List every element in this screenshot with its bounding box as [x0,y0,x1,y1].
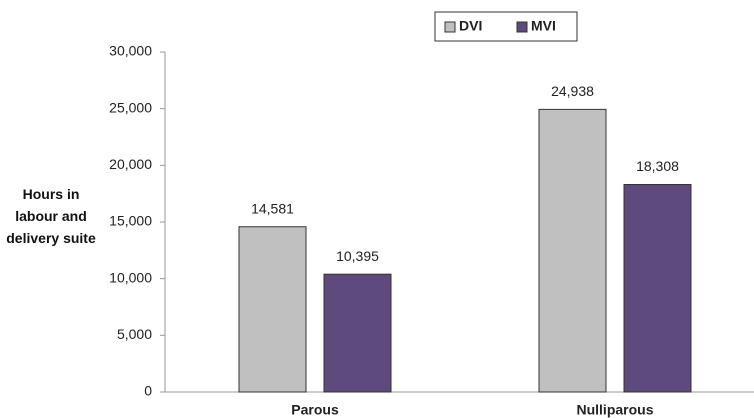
bar [538,108,607,393]
x-tick-label: Parous [291,402,339,418]
y-axis-title: Hours in labour and delivery suite [6,186,96,246]
value-label: 14,581 [251,200,294,216]
y-tick-label: 10,000 [109,269,152,285]
value-label: 10,395 [336,248,379,264]
y-tick-label: 30,000 [109,43,152,59]
legend-swatch [444,21,456,33]
bar [323,273,392,393]
legend-box [434,11,578,42]
legend-swatch [516,21,528,33]
value-label: 18,308 [636,158,679,174]
y-tick-label: 5,000 [117,326,152,342]
value-label: 24,938 [551,83,594,99]
legend-label: DVI [459,18,482,34]
y-tick-label: 20,000 [109,156,152,172]
legend-label: MVI [531,18,556,34]
y-tick-label: 15,000 [109,213,152,229]
bar [238,226,307,393]
bar [623,184,692,393]
y-tick-label: 25,000 [109,99,152,115]
y-tick-label: 0 [144,383,152,399]
x-tick-label: Nulliparous [576,402,653,418]
